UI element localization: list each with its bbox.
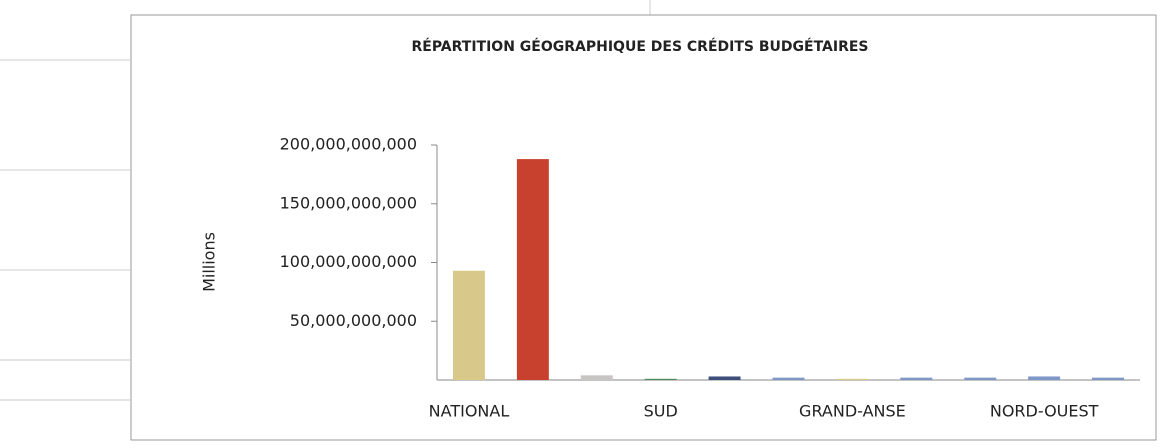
y-tick-label: 100,000,000,000 bbox=[280, 252, 417, 271]
x-tick-label: NORD-OUEST bbox=[990, 402, 1099, 421]
x-tick-label: GRAND-ANSE bbox=[799, 402, 906, 421]
background-table bbox=[0, 0, 651, 401]
chart-title: RÉPARTITION GÉOGRAPHIQUE DES CRÉDITS BUD… bbox=[411, 38, 868, 55]
bar bbox=[964, 377, 997, 380]
bar bbox=[1092, 377, 1125, 380]
y-tick-label: 200,000,000,000 bbox=[280, 135, 417, 154]
bar bbox=[452, 270, 485, 380]
bar bbox=[836, 378, 869, 380]
chart-frame bbox=[130, 14, 1157, 441]
bar bbox=[516, 159, 549, 380]
bar bbox=[900, 377, 933, 380]
bar bbox=[1028, 376, 1061, 380]
bar bbox=[644, 378, 677, 380]
bar bbox=[708, 376, 741, 380]
bar bbox=[580, 375, 613, 380]
y-tick-label: 50,000,000,000 bbox=[290, 311, 417, 330]
y-axis-label: Millions bbox=[200, 232, 219, 292]
x-tick-label: SUD bbox=[644, 402, 678, 421]
y-tick-label: 150,000,000,000 bbox=[280, 193, 417, 212]
x-tick-label: NATIONAL bbox=[429, 402, 510, 421]
bar bbox=[772, 377, 805, 380]
